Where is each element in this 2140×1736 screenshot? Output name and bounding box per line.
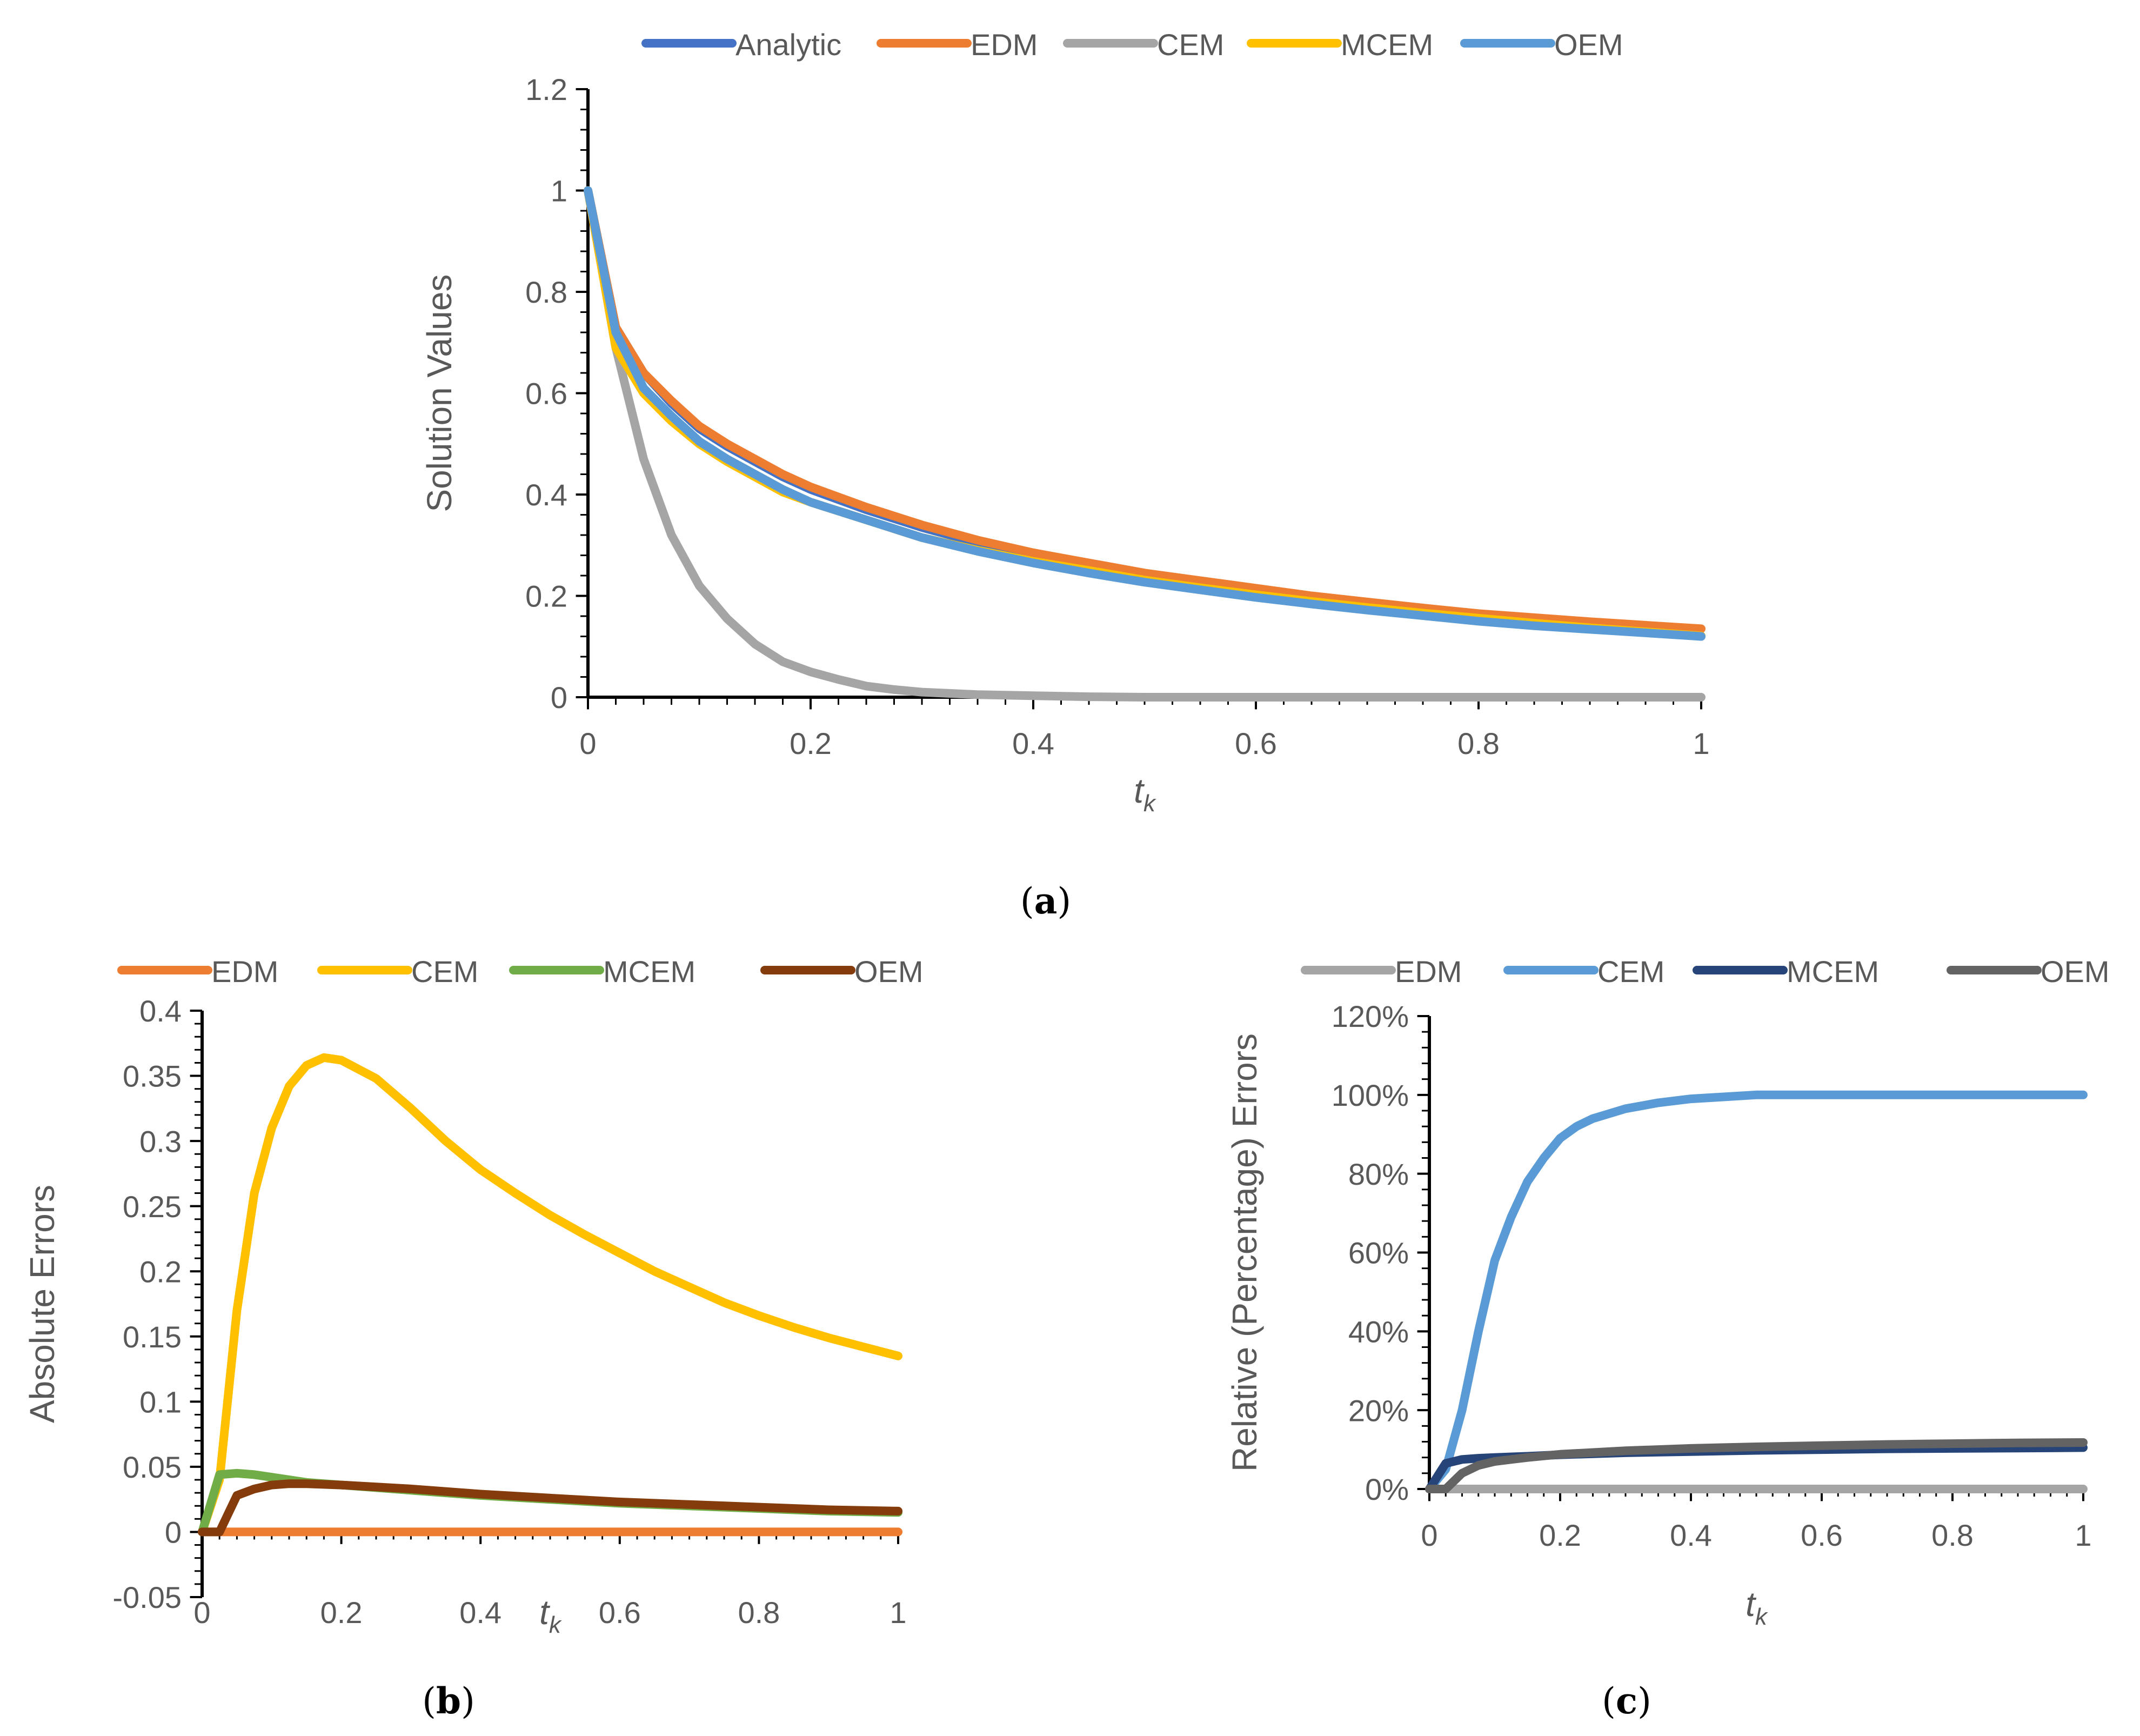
x-tick-label: 0.4 xyxy=(459,1595,501,1630)
x-tick-label: 0 xyxy=(193,1595,210,1630)
y-tick-label: 0.6 xyxy=(525,377,567,411)
y-tick-label: 100% xyxy=(1332,1078,1409,1112)
series-line-cem xyxy=(198,1053,902,1537)
series-line-oem xyxy=(1425,1438,2088,1493)
y-axis-title: Absolute Errors xyxy=(23,1185,62,1423)
y-tick-label: 120% xyxy=(1332,999,1409,1033)
y-axis-title: Solution Values xyxy=(420,275,459,512)
y-tick-label: 0.4 xyxy=(525,478,567,512)
panel-caption: (c) xyxy=(1602,1680,1651,1722)
y-tick-label: 0.25 xyxy=(123,1190,182,1224)
legend-label-edm: EDM xyxy=(971,28,1038,62)
y-tick-label: 0.1 xyxy=(139,1385,182,1419)
y-tick-label: 40% xyxy=(1348,1314,1409,1348)
y-tick-label: 1.2 xyxy=(525,72,567,106)
x-tick-label: 0.8 xyxy=(1457,726,1500,760)
chart-a: 0 0.2 0.4 0.6 0.8 1 1.2 0 0.2 0.4 0.6 0.8 1 Analytic E… xyxy=(420,28,1710,922)
legend-label-analytic: Analytic xyxy=(735,28,841,62)
legend-label-mcem: MCEM xyxy=(1341,28,1433,62)
panel-caption: (a) xyxy=(1020,880,1071,922)
legend-label-mcem: MCEM xyxy=(603,954,696,989)
x-tick-label: 0.6 xyxy=(1235,726,1277,760)
legend-label-cem: CEM xyxy=(411,954,478,989)
legend-label-oem: OEM xyxy=(1554,28,1623,62)
y-tick-label: 0.4 xyxy=(139,994,182,1028)
y-tick-label: 0 xyxy=(551,680,567,715)
series-line-cem xyxy=(1425,1090,2088,1493)
x-axis-title: tk xyxy=(1746,1585,1768,1630)
x-tick-label: 0 xyxy=(579,726,596,760)
x-tick-label: 0.6 xyxy=(599,1595,641,1630)
series-line-oem xyxy=(584,186,1706,641)
y-tick-label: 0.05 xyxy=(123,1450,182,1484)
legend-label-cem: CEM xyxy=(1157,28,1224,62)
y-tick-label: 0.2 xyxy=(139,1254,182,1288)
y-tick-label: 80% xyxy=(1348,1157,1409,1191)
y-tick-label: 0.3 xyxy=(139,1124,182,1158)
y-tick-label: 0.2 xyxy=(525,579,567,613)
x-tick-label: 0.6 xyxy=(1801,1518,1843,1552)
x-tick-label: 1 xyxy=(1693,726,1709,760)
y-tick-label: -0.05 xyxy=(112,1580,182,1614)
y-tick-label: 0.8 xyxy=(525,275,567,309)
x-tick-label: 0.4 xyxy=(1012,726,1054,760)
legend-label-edm: EDM xyxy=(1395,954,1462,989)
legend-label-mcem: MCEM xyxy=(1787,954,1879,989)
y-tick-label: 20% xyxy=(1348,1393,1409,1427)
x-tick-label: 0.2 xyxy=(1539,1518,1581,1552)
x-tick-label: 1 xyxy=(890,1595,906,1630)
y-tick-label: 60% xyxy=(1348,1236,1409,1270)
legend-label-oem: OEM xyxy=(2041,954,2110,989)
x-tick-label: 1 xyxy=(2075,1518,2091,1552)
x-axis-title: tk xyxy=(539,1593,562,1638)
x-tick-label: 0.8 xyxy=(738,1595,780,1630)
y-axis-title: Relative (Percentage) Errors xyxy=(1225,1033,1264,1472)
y-tick-label: 0% xyxy=(1365,1472,1409,1506)
legend-label-edm: EDM xyxy=(211,954,278,989)
x-axis-title: tk xyxy=(1134,771,1156,817)
y-tick-label: 0 xyxy=(165,1515,182,1550)
x-tick-label: 0.4 xyxy=(1670,1518,1712,1552)
y-tick-label: 1 xyxy=(551,174,567,208)
legend-label-oem: OEM xyxy=(854,954,924,989)
y-tick-label: 0.15 xyxy=(123,1320,182,1354)
legend-label-cem: CEM xyxy=(1597,954,1664,989)
y-tick-label: 0.35 xyxy=(123,1059,182,1093)
chart-c: 0% 20% 40% 60% 80% 100% 120% 0 0.2 0.4 0.6 0.8 1 EDM C… xyxy=(1225,954,2110,1722)
panel-caption: (b) xyxy=(422,1680,475,1722)
chart-b: -0.05 0 0.05 0.1 0.15 0.2 0.25 0.3 0.35 0.4 0 0.2 0.… xyxy=(23,954,924,1722)
series-line-edm xyxy=(584,186,1706,633)
x-tick-label: 0 xyxy=(1421,1518,1437,1552)
x-tick-label: 0.2 xyxy=(790,726,832,760)
x-tick-label: 0.8 xyxy=(1931,1518,1974,1552)
x-tick-label: 0.2 xyxy=(320,1595,363,1630)
series-line-oem xyxy=(198,1479,902,1537)
series-line-cem xyxy=(584,186,1706,702)
